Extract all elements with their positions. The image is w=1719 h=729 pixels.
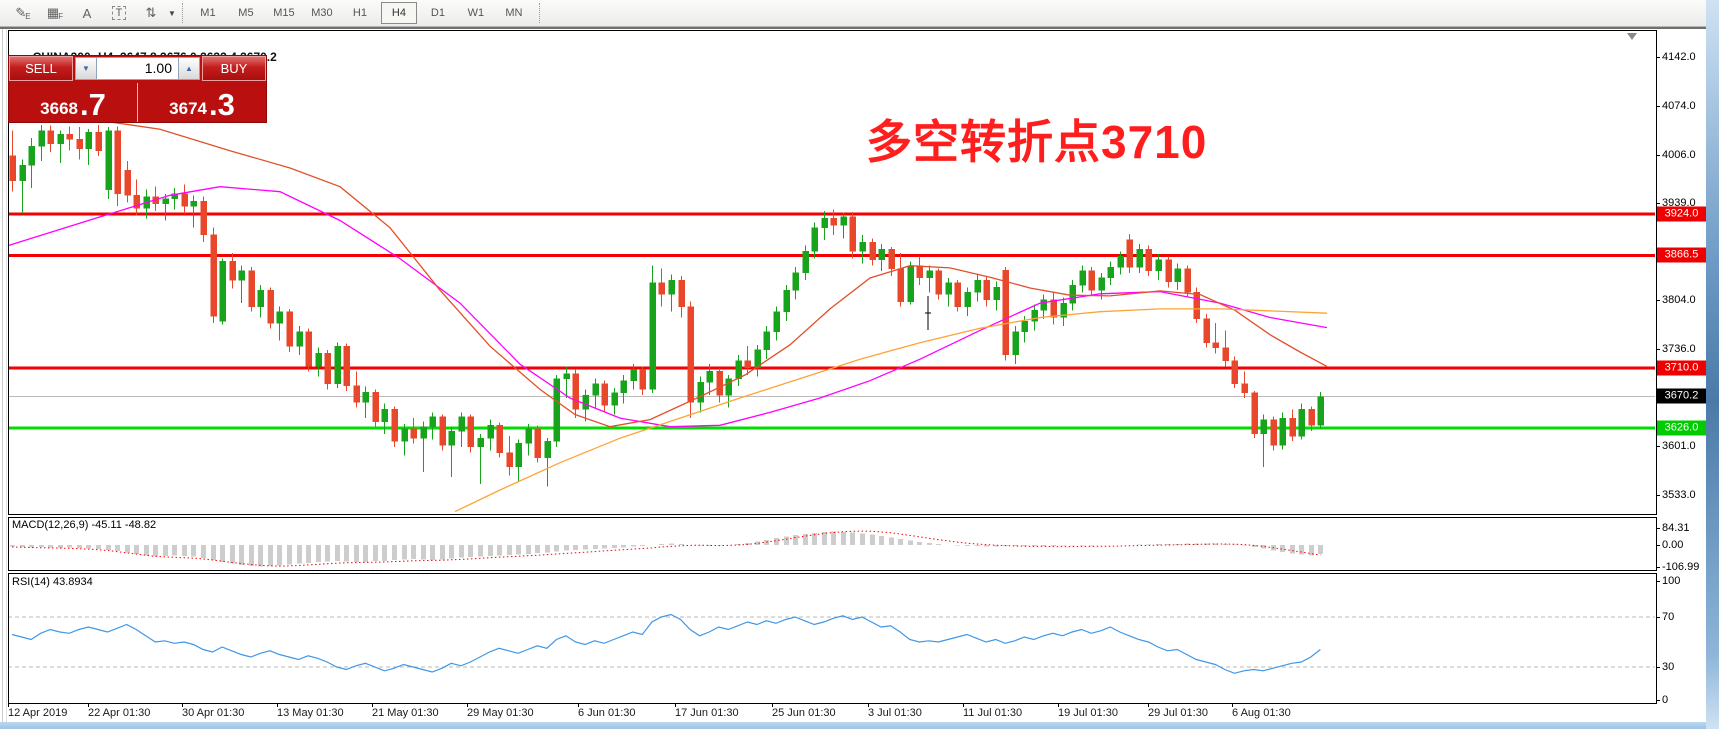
price-tick-label: 3533.0: [1662, 489, 1696, 501]
buy-price-int: 3674: [169, 99, 207, 118]
timeframe-m1[interactable]: M1: [200, 7, 216, 19]
sell-price[interactable]: 3668 .7: [9, 81, 137, 122]
price-tick-label: 4074.0: [1662, 100, 1696, 112]
price-tick-label: 3601.0: [1662, 440, 1696, 452]
macd-tick-label: -106.99: [1662, 561, 1700, 573]
rsi-tick-label: 30: [1662, 661, 1675, 673]
price-tick-label: 4006.0: [1662, 149, 1696, 161]
date-label: 22 Apr 01:30: [88, 707, 151, 719]
macd-tick-label: 0.00: [1662, 539, 1684, 551]
rsi-tick-label: 70: [1662, 611, 1675, 623]
buy-button[interactable]: BUY: [202, 56, 266, 81]
timeframe-h1[interactable]: H1: [352, 7, 367, 19]
chevron-down-icon[interactable]: ▼: [168, 8, 176, 18]
date-label: 13 May 01:30: [277, 707, 344, 719]
volume-stepper: ▼ 1.00 ▲: [75, 57, 200, 80]
rsi-line: [11, 613, 1321, 674]
rsi-indicator-label: RSI(14) 43.8934: [12, 576, 93, 588]
volume-decrease-button[interactable]: ▼: [75, 57, 97, 80]
date-label: 12 Apr 2019: [8, 707, 68, 719]
timeframe-m30[interactable]: M30: [311, 7, 333, 19]
date-label: 11 Jul 01:30: [963, 707, 1023, 719]
price-tick-label: 3939.0: [1662, 197, 1696, 209]
price-divider: [137, 83, 138, 122]
fibonacci-grid-tool-icon[interactable]: ▦ F: [46, 5, 64, 21]
buy-price-dec: .3: [208, 87, 235, 122]
timeframe-mn[interactable]: MN: [505, 7, 523, 19]
buy-price[interactable]: 3674 .3: [138, 81, 266, 122]
text-box-tool-icon[interactable]: T: [104, 2, 134, 24]
rsi-layer: [9, 613, 1655, 674]
volume-input[interactable]: 1.00: [97, 57, 178, 80]
ma-mid-vermillion: [59, 114, 1328, 428]
date-label: 19 Jul 01:30: [1058, 707, 1118, 719]
macd-layer: [10, 530, 1323, 567]
timeframe-d1[interactable]: D1: [430, 7, 445, 19]
date-label: 25 Jun 01:30: [772, 707, 836, 719]
toolbar-separator: [538, 3, 540, 23]
price-badge: 3924.0: [1657, 206, 1706, 222]
timeframe-h4[interactable]: H4: [380, 2, 417, 24]
price-badge: 3670.2: [1657, 388, 1706, 404]
one-click-trade-panel: SELL ▼ 1.00 ▲ BUY 3668 .7 3674 .3: [8, 55, 267, 123]
date-label: 6 Jun 01:30: [578, 707, 636, 719]
ma-slow-magenta: [9, 186, 1328, 428]
text-label-tool-icon[interactable]: A: [82, 5, 92, 21]
timeframe-w1[interactable]: W1: [467, 7, 485, 19]
arrange-tool-icon[interactable]: ⇅: [145, 5, 157, 20]
sell-price-int: 3668: [40, 99, 78, 118]
window-bottom-border: [0, 722, 1719, 729]
date-label: 17 Jun 01:30: [675, 707, 739, 719]
draw-channel-tool-icon[interactable]: ✎ E: [15, 5, 31, 21]
window-right-border: [1706, 0, 1719, 729]
timeframe-m5[interactable]: M5: [238, 7, 254, 19]
timeframe-group: M1 M5 M15 M30 H1 H4 D1 W1 MN: [189, 2, 533, 24]
date-label: 6 Aug 01:30: [1232, 707, 1291, 719]
toolbar-separator: [181, 3, 183, 23]
toolbar-divider: [0, 27, 1719, 29]
toolbar: ✎ E ▦ F A T ⇅ ▼ M1 M5 M15 M30 H1 H4 D1 W1 MN: [0, 0, 1719, 27]
sell-button[interactable]: SELL: [9, 56, 73, 81]
chart-shift-marker-icon[interactable]: [1627, 33, 1637, 40]
rsi-tick-label: 0: [1662, 694, 1669, 706]
price-tick-label: 4142.0: [1662, 51, 1696, 63]
price-badge: 3710.0: [1657, 360, 1706, 376]
date-label: 29 May 01:30: [467, 707, 534, 719]
timeframe-m15[interactable]: M15: [273, 7, 295, 19]
ma-long-orange: [454, 308, 1328, 513]
drawing-tools-group: ✎ E ▦ F A T ⇅: [6, 2, 166, 24]
rsi-tick-label: 100: [1662, 575, 1681, 587]
sell-price-dec: .7: [79, 87, 106, 122]
main-chart-layer: [9, 114, 1655, 513]
price-badge: 3626.0: [1657, 420, 1706, 436]
date-label: 30 Apr 01:30: [182, 707, 245, 719]
volume-increase-button[interactable]: ▲: [178, 57, 200, 80]
macd-tick-label: 84.31: [1662, 522, 1690, 534]
price-tick-label: 3804.0: [1662, 294, 1696, 306]
chart-annotation-text: 多空转折点3710: [866, 116, 1208, 168]
date-label: 3 Jul 01:30: [868, 707, 922, 719]
date-label: 21 May 01:30: [372, 707, 439, 719]
date-label: 29 Jul 01:30: [1148, 707, 1208, 719]
window-left-edge: [2, 29, 7, 723]
macd-indicator-label: MACD(12,26,9) -45.11 -48.82: [12, 519, 157, 531]
price-badge: 3866.5: [1657, 247, 1706, 263]
price-tick-label: 3736.0: [1662, 343, 1696, 355]
